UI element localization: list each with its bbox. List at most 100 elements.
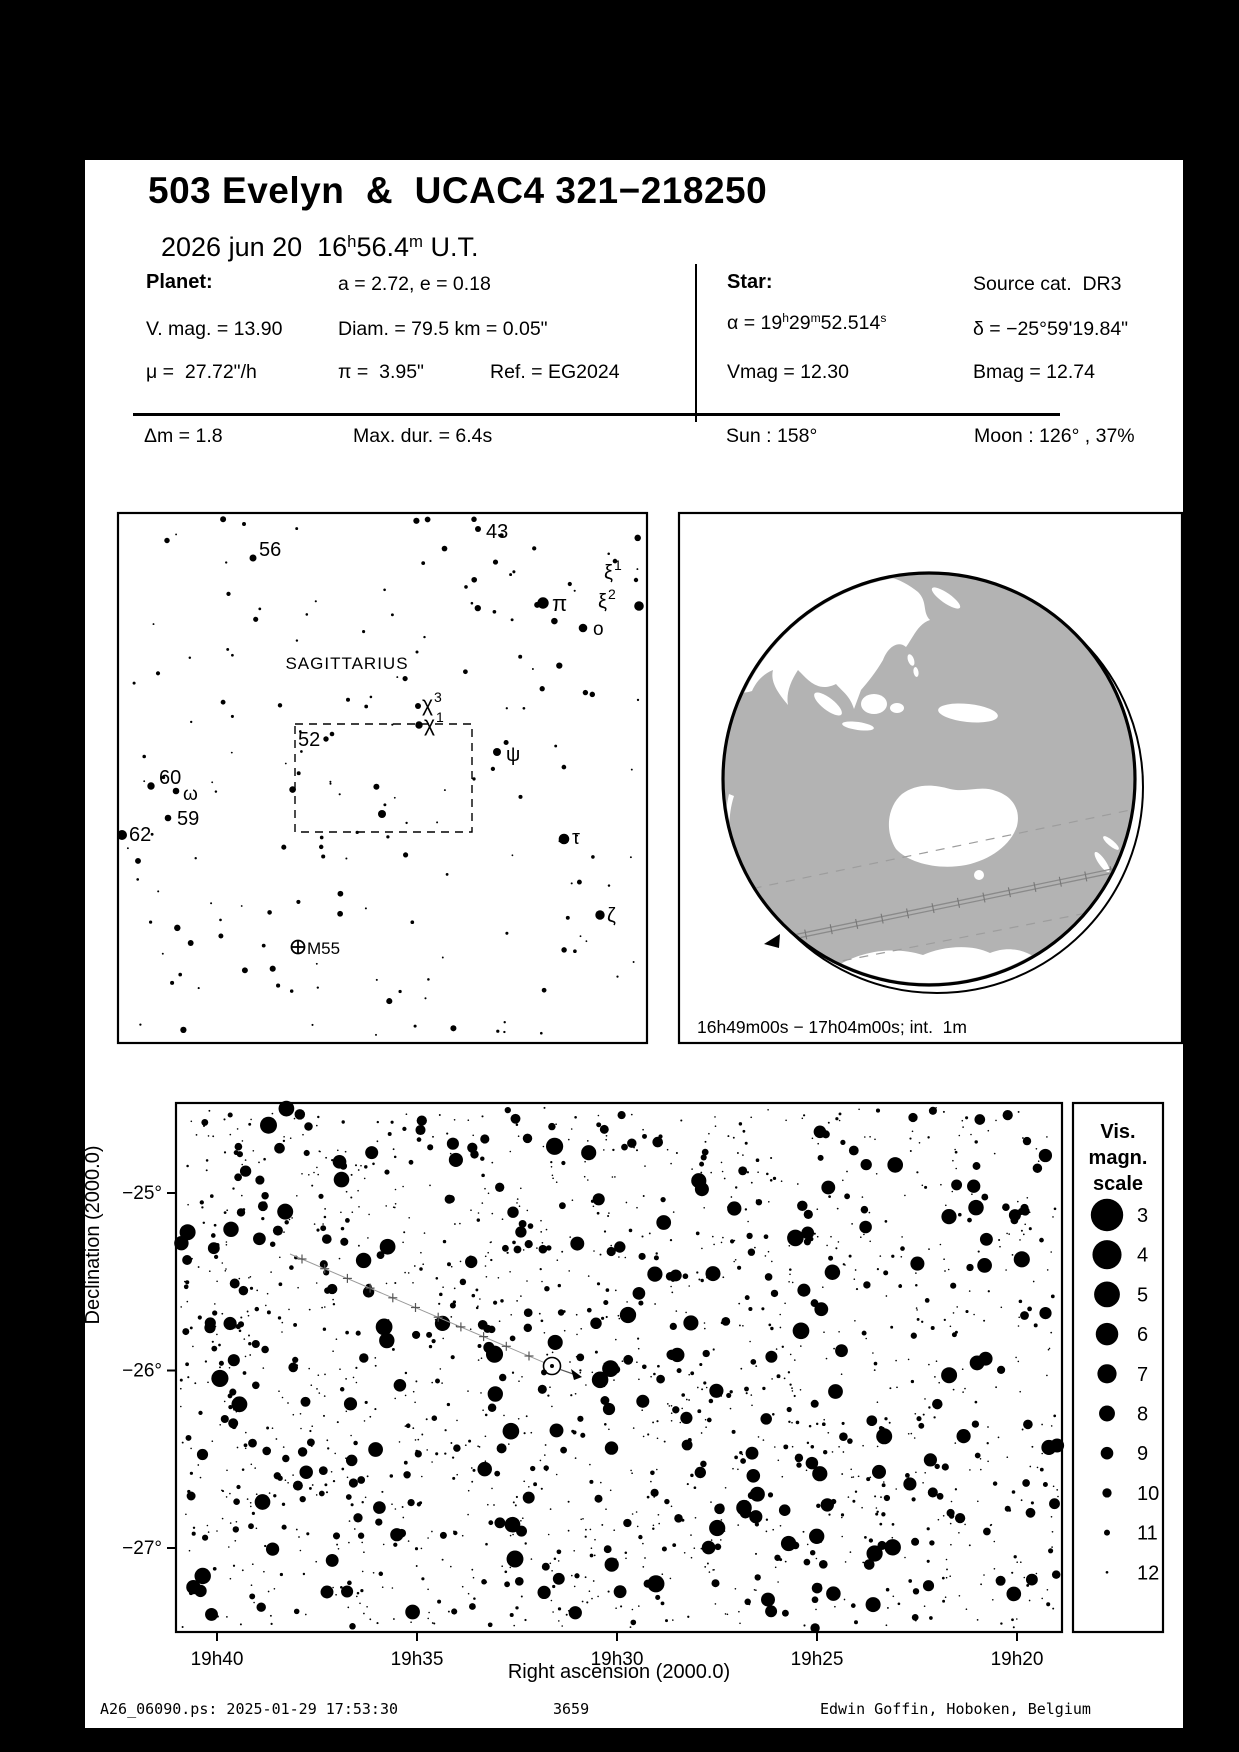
field-star	[742, 1129, 746, 1133]
field-star	[871, 1464, 887, 1479]
field-star	[826, 1244, 828, 1247]
field-star	[170, 980, 175, 985]
field-star	[510, 618, 514, 622]
field-star	[394, 1202, 397, 1205]
field-star	[477, 1319, 488, 1330]
field-star	[809, 1549, 816, 1556]
field-star	[663, 1440, 666, 1443]
field-star	[812, 1466, 828, 1482]
occultation-path-band	[735, 807, 1133, 965]
field-star	[700, 1278, 704, 1283]
field-star	[339, 1368, 341, 1371]
field-star	[638, 1300, 644, 1306]
field-star	[820, 1498, 834, 1512]
landmass-borneo	[861, 694, 887, 714]
field-star	[1008, 1509, 1012, 1512]
field-star	[690, 1556, 693, 1559]
field-star	[539, 686, 545, 692]
field-star	[340, 1211, 342, 1214]
field-star	[179, 1378, 183, 1382]
moon-elongation: Moon : 126° , 37%	[974, 425, 1135, 447]
field-star	[554, 744, 558, 748]
field-star	[868, 1211, 871, 1214]
field-star	[225, 1496, 228, 1498]
field-star	[576, 1333, 578, 1336]
field-star	[298, 1536, 300, 1538]
field-star	[189, 1326, 193, 1330]
field-star	[361, 1541, 364, 1544]
field-star	[161, 775, 166, 780]
field-star	[219, 918, 222, 922]
field-star	[603, 1545, 612, 1554]
field-star	[987, 1129, 990, 1132]
field-star	[596, 1282, 601, 1286]
field-star	[272, 1549, 279, 1555]
field-star	[330, 1471, 333, 1473]
field-star	[739, 1451, 743, 1455]
field-star	[339, 1162, 348, 1170]
field-star	[671, 1291, 674, 1294]
field-star	[623, 1354, 634, 1365]
field-star	[414, 1547, 419, 1551]
x-tick-label: 19h25	[791, 1649, 844, 1670]
field-star	[254, 1494, 271, 1510]
path-minute-tick	[1058, 876, 1062, 887]
field-star	[325, 1156, 328, 1159]
field-star	[360, 1589, 364, 1593]
field-star	[226, 591, 231, 597]
field-star	[470, 1209, 472, 1211]
field-star	[472, 1134, 475, 1137]
field-star	[772, 1528, 775, 1531]
landmass-sulawesi	[890, 703, 904, 713]
field-star	[653, 1255, 659, 1261]
field-star	[226, 1469, 228, 1472]
field-star	[223, 1151, 227, 1154]
field-star	[683, 1315, 699, 1331]
field-star	[642, 1195, 645, 1197]
field-star	[615, 1607, 617, 1610]
label-xi1-sup: 1	[614, 557, 622, 573]
field-star	[509, 1612, 514, 1618]
field-star	[192, 1345, 194, 1348]
field-star	[433, 1622, 436, 1625]
field-star	[766, 1172, 769, 1176]
field-star	[267, 1590, 270, 1593]
field-star	[333, 1171, 350, 1188]
field-star	[509, 1335, 516, 1342]
field-star	[304, 1613, 307, 1616]
field-star	[770, 1326, 774, 1331]
field-star	[477, 1344, 482, 1348]
field-star	[561, 1160, 566, 1166]
legend-mag-dot	[1097, 1364, 1117, 1384]
field-star	[1041, 1423, 1043, 1426]
field-star	[210, 1233, 216, 1238]
field-star	[236, 1446, 239, 1449]
field-star	[922, 1580, 935, 1592]
field-star	[654, 1303, 656, 1305]
field-star	[427, 1617, 430, 1620]
legend-mag-dot	[1095, 1322, 1119, 1346]
field-star	[372, 1448, 375, 1451]
field-star	[205, 1159, 209, 1162]
field-star	[216, 1615, 219, 1618]
field-star	[452, 1300, 457, 1304]
field-star	[636, 1361, 638, 1363]
field-star	[703, 1322, 706, 1324]
field-star	[876, 1428, 893, 1445]
field-star	[345, 1457, 347, 1460]
field-star	[822, 1286, 824, 1288]
field-star	[695, 1231, 700, 1236]
field-star	[239, 1165, 252, 1177]
field-star	[332, 1586, 334, 1589]
field-star	[350, 1434, 352, 1437]
field-star	[764, 1273, 773, 1281]
field-star	[242, 522, 246, 526]
field-star	[229, 1577, 232, 1580]
field-star	[369, 695, 373, 699]
field-star	[325, 1553, 339, 1567]
field-star	[863, 1233, 865, 1236]
field-star	[905, 1473, 910, 1478]
field-star	[1039, 1467, 1044, 1472]
field-star	[944, 1596, 947, 1598]
field-star	[1049, 1498, 1060, 1510]
